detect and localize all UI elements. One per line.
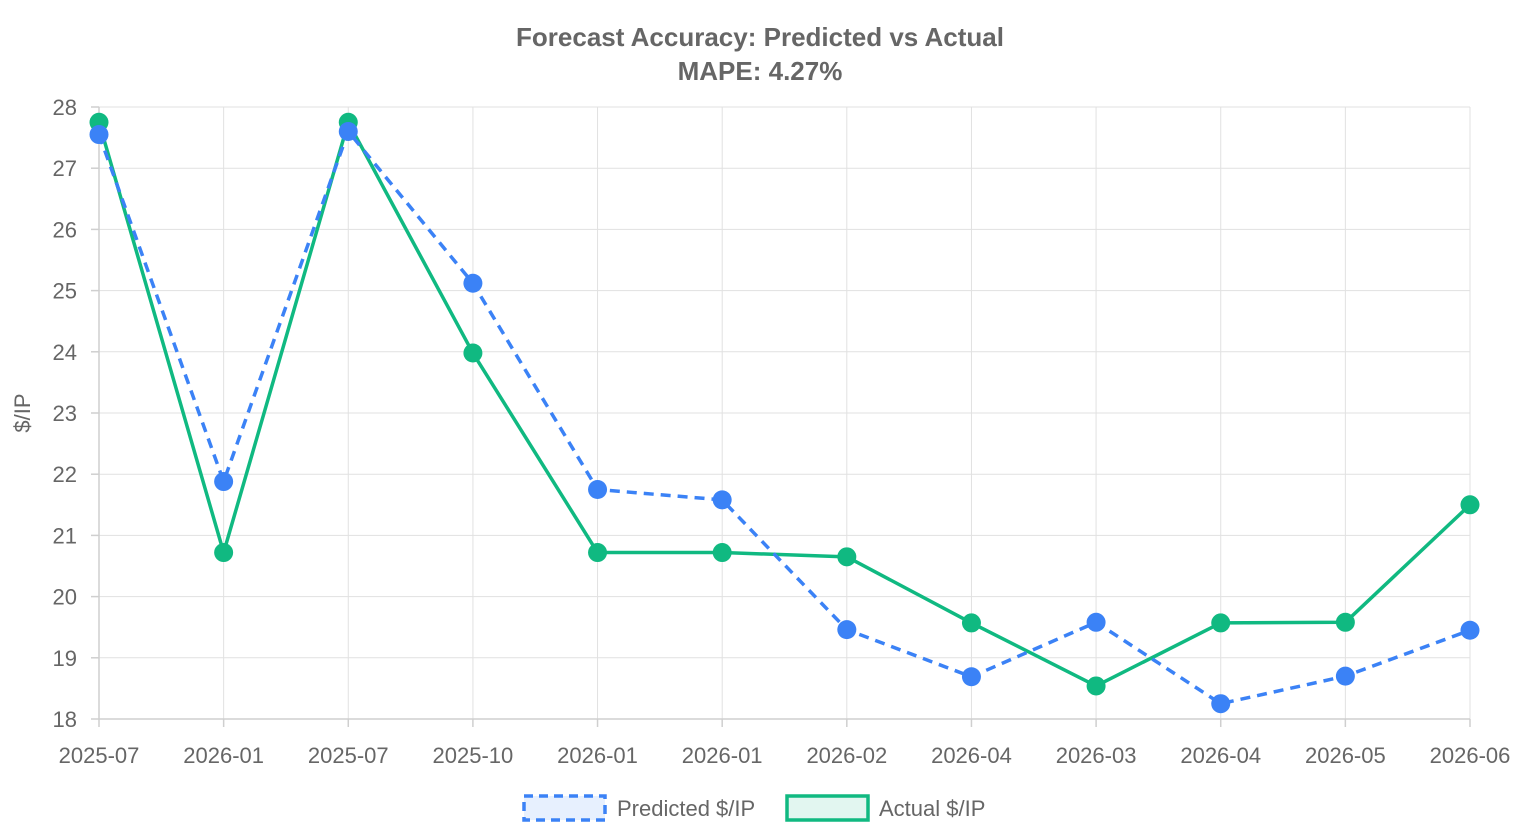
x-tick-label: 2026-05 [1305, 743, 1386, 768]
data-point [588, 543, 608, 563]
legend-swatch-predicted [522, 794, 607, 822]
series-actual [89, 112, 1480, 696]
y-tick-label: 25 [53, 279, 77, 304]
x-tick-label: 2026-01 [557, 743, 638, 768]
x-tick-label: 2026-01 [682, 743, 763, 768]
series [89, 112, 1480, 714]
data-point [1460, 620, 1480, 640]
data-point [1460, 495, 1480, 515]
x-tick-label: 2026-04 [931, 743, 1012, 768]
x-tick-label: 2026-06 [1430, 743, 1511, 768]
series-predicted [89, 121, 1480, 714]
axes: 18 19 20 21 22 23 24 25 26 27 28 2025-07 2026-01 2025… [53, 95, 1511, 768]
y-tick-label: 27 [53, 156, 77, 181]
data-point [1211, 613, 1231, 633]
data-point [338, 121, 358, 141]
data-point [712, 543, 732, 563]
x-tick-label: 2025-07 [59, 743, 140, 768]
y-tick-label: 18 [53, 707, 77, 732]
data-point [214, 472, 234, 492]
legend-label-predicted: Predicted $/IP [617, 796, 755, 821]
y-tick-label: 28 [53, 95, 77, 120]
series-line [97, 129, 1471, 706]
y-tick-label: 19 [53, 646, 77, 671]
data-point [1086, 612, 1106, 632]
data-point [1086, 676, 1106, 696]
y-tick-label: 20 [53, 585, 77, 610]
chart-title: Forecast Accuracy: Predicted vs Actual [516, 22, 1004, 52]
legend: Predicted $/IP Actual $/IP [522, 794, 985, 822]
data-point [837, 547, 857, 567]
legend-swatch-actual [785, 794, 870, 822]
chart-subtitle: MAPE: 4.27% [678, 56, 843, 86]
data-point [712, 490, 732, 510]
y-axis-title: $/IP [10, 393, 35, 432]
legend-label-actual: Actual $/IP [879, 796, 985, 821]
data-point [1211, 694, 1231, 714]
x-tick-label: 2025-07 [308, 743, 389, 768]
x-tick-label: 2025-10 [433, 743, 514, 768]
series-line [97, 120, 1472, 688]
y-tick-label: 26 [53, 217, 77, 242]
data-point [961, 667, 981, 687]
y-tick-label: 23 [53, 401, 77, 426]
y-tick-label: 22 [53, 462, 77, 487]
data-point [463, 343, 483, 363]
data-point [1335, 612, 1355, 632]
data-point [837, 620, 857, 640]
data-point [214, 543, 234, 563]
grid [98, 106, 1471, 720]
x-tick-label: 2026-04 [1180, 743, 1261, 768]
y-tick-label: 24 [53, 340, 77, 365]
data-point [1335, 666, 1355, 686]
y-tick-label: 21 [53, 523, 77, 548]
x-tick-label: 2026-02 [806, 743, 887, 768]
data-point [89, 125, 109, 145]
data-point [961, 613, 981, 633]
data-point [588, 480, 608, 499]
x-tick-label: 2026-03 [1056, 743, 1137, 768]
data-point [463, 273, 483, 293]
x-tick-label: 2026-01 [183, 743, 264, 768]
